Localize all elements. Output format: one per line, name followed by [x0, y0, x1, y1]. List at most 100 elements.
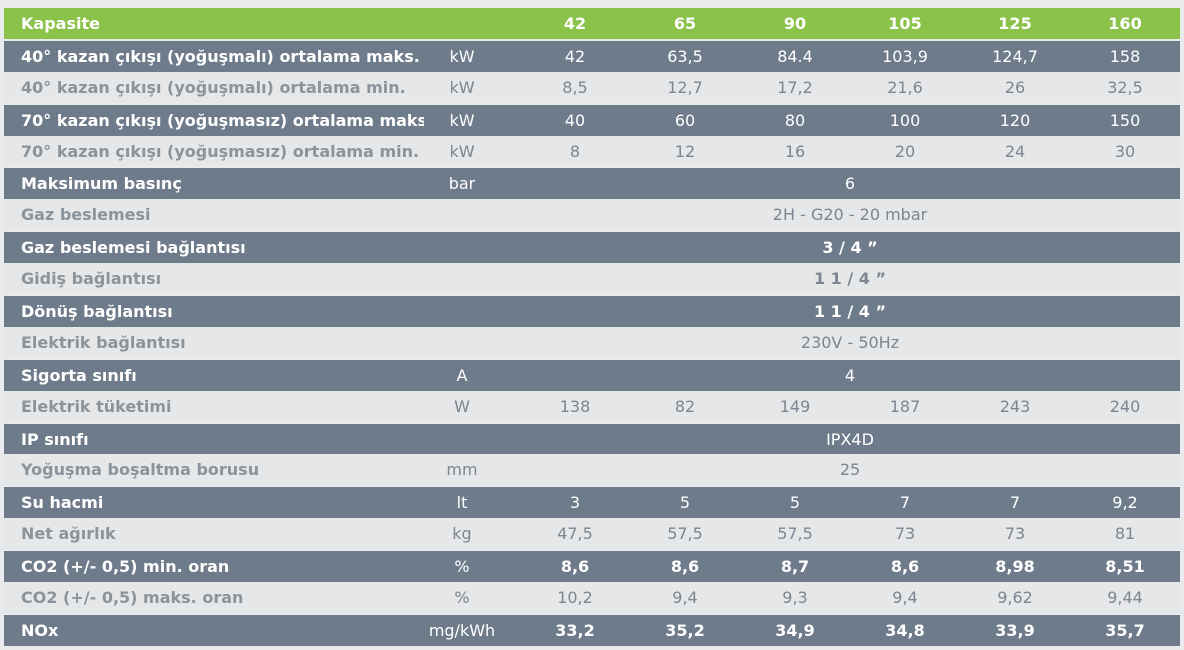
row-label: IP sınıfı: [21, 429, 89, 449]
row-label: Gaz beslemesi bağlantısı: [21, 238, 246, 258]
row-value: 9,4: [672, 587, 698, 607]
row-label: Su hacmi: [21, 493, 104, 513]
row-value: 21,6: [887, 77, 923, 97]
header-column: 65: [673, 13, 697, 33]
row-value: 9,4: [892, 587, 918, 607]
header-column: 160: [1108, 13, 1142, 33]
row-value: 80: [784, 110, 806, 130]
spec-table-container: Kapasite 42 65 90 105 125 160 40° kazan …: [4, 0, 1180, 646]
table-row: Gaz beslemesi bağlantısı 3 / 4 ”: [4, 231, 1180, 264]
row-value: 17,2: [777, 77, 813, 97]
row-unit: A: [456, 365, 468, 385]
row-label: CO2 (+/- 0,5) maks. oran: [21, 587, 244, 607]
header-column: 90: [783, 13, 807, 33]
row-value: 73: [894, 524, 916, 544]
table-row: Su hacmi lt 3 5 5 7 7 9,2: [4, 486, 1180, 519]
table-row: 70° kazan çıkışı (yoğuşmasız) ortalama m…: [4, 103, 1180, 136]
row-value: 149: [779, 396, 811, 416]
row-value: 33,2: [555, 620, 595, 640]
row-label: 70° kazan çıkışı (yoğuşmasız) ortalama m…: [21, 141, 420, 161]
row-span-value: 25: [839, 460, 861, 480]
row-label: Maksimum basınç: [21, 174, 182, 194]
row-value: 16: [784, 141, 806, 161]
row-unit: mm: [446, 460, 478, 480]
row-span-value: 1 1 / 4 ”: [813, 301, 887, 321]
row-value: 63,5: [667, 46, 703, 66]
row-span-value: IPX4D: [826, 429, 874, 449]
row-unit: [424, 295, 520, 327]
row-label: Net ağırlık: [21, 524, 116, 544]
row-value: 8,6: [670, 557, 700, 577]
row-value: 35,7: [1105, 620, 1145, 640]
header-label: Kapasite: [21, 13, 100, 33]
row-span-value: 4: [844, 365, 856, 385]
row-value: 100: [889, 110, 921, 130]
row-label: Gaz beslemesi: [21, 205, 151, 225]
row-label: Elektrik tüketimi: [21, 396, 172, 416]
row-label: Gidiş bağlantısı: [21, 269, 162, 289]
row-value: 8,6: [560, 557, 590, 577]
row-label: 40° kazan çıkışı (yoğuşmalı) ortalama ma…: [21, 46, 420, 66]
table-row: IP sınıfı IPX4D: [4, 422, 1180, 455]
row-value: 26: [1004, 77, 1026, 97]
row-value: 8,7: [780, 557, 810, 577]
table-row: Gidiş bağlantısı 1 1 / 4 ”: [4, 263, 1180, 296]
row-unit: [424, 263, 520, 295]
row-value: 240: [1109, 396, 1141, 416]
row-value: 5: [679, 493, 691, 513]
row-value: 57,5: [777, 524, 813, 544]
row-value: 9,44: [1107, 587, 1143, 607]
row-value: 9,3: [782, 587, 808, 607]
header-unit: [424, 8, 520, 40]
row-unit: bar: [448, 174, 476, 194]
row-value: 150: [1109, 110, 1141, 130]
row-value: 138: [559, 396, 591, 416]
row-value: 120: [999, 110, 1031, 130]
row-unit: %: [454, 557, 470, 577]
row-value: 24: [1004, 141, 1026, 161]
row-unit: [424, 199, 520, 231]
row-value: 7: [899, 493, 911, 513]
row-value: 35,2: [665, 620, 705, 640]
table-row: Sigorta sınıfı A 4: [4, 358, 1180, 391]
row-value: 7: [1009, 493, 1021, 513]
row-value: 8,98: [995, 557, 1035, 577]
row-value: 42: [564, 46, 586, 66]
row-unit: W: [454, 396, 470, 416]
row-value: 82: [674, 396, 696, 416]
row-value: 8,51: [1105, 557, 1145, 577]
row-value: 103,9: [882, 46, 928, 66]
row-value: 8,5: [562, 77, 588, 97]
row-label: CO2 (+/- 0,5) min. oran: [21, 557, 230, 577]
row-span-value: 1 1 / 4 ”: [813, 269, 887, 289]
row-unit: mg/kWh: [428, 620, 496, 640]
row-span-value: 230V - 50Hz: [800, 332, 900, 352]
row-unit: lt: [456, 493, 468, 513]
row-value: 57,5: [667, 524, 703, 544]
row-value: 3: [569, 493, 581, 513]
row-unit: kW: [449, 141, 475, 161]
table-row: Elektrik tüketimi W 138 82 149 187 243 2…: [4, 390, 1180, 423]
row-unit: kW: [449, 77, 475, 97]
row-span-value: 6: [844, 174, 856, 194]
header-column: 42: [563, 13, 587, 33]
row-label: Sigorta sınıfı: [21, 365, 137, 385]
table-row: Maksimum basınç bar 6: [4, 167, 1180, 200]
row-value: 8,6: [890, 557, 920, 577]
row-label: Yoğuşma boşaltma borusu: [21, 460, 260, 480]
row-value: 60: [674, 110, 696, 130]
row-value: 243: [999, 396, 1031, 416]
row-value: 84.4: [777, 46, 813, 66]
spec-table: Kapasite 42 65 90 105 125 160 40° kazan …: [4, 8, 1180, 646]
row-value: 30: [1114, 141, 1136, 161]
row-unit: %: [454, 587, 470, 607]
header-column: 125: [998, 13, 1032, 33]
row-label: NOx: [21, 620, 59, 640]
table-row: Yoğuşma boşaltma borusu mm 25: [4, 454, 1180, 487]
row-label: Dönüş bağlantısı: [21, 301, 173, 321]
table-row: Dönüş bağlantısı 1 1 / 4 ”: [4, 295, 1180, 327]
table-row: NOx mg/kWh 33,2 35,2 34,9 34,8 33,9 35,7: [4, 613, 1180, 646]
row-value: 124,7: [992, 46, 1038, 66]
header-row: Kapasite 42 65 90 105 125 160: [4, 8, 1180, 40]
row-unit: [424, 423, 520, 455]
